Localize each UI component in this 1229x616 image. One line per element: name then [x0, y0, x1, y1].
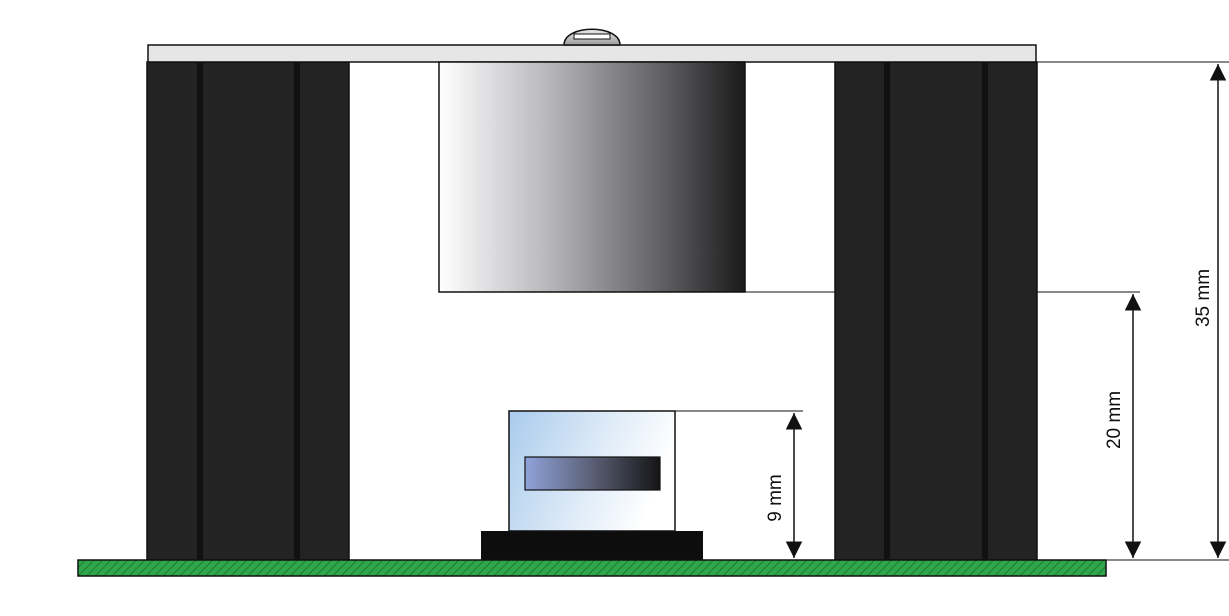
top-plate [147, 44, 1037, 63]
dimension-label-35mm: 35 mm [1193, 269, 1214, 327]
screw-head-icon [563, 28, 621, 46]
dimension-arrows [785, 64, 1227, 558]
left-pillar [146, 61, 350, 561]
dimension-label-20mm: 20 mm [1104, 391, 1125, 449]
sensor-base-block [481, 531, 703, 560]
sensor-window [524, 456, 661, 491]
pcb-board [77, 559, 1107, 577]
right-pillar [834, 61, 1038, 561]
extension-lines [675, 61, 1229, 561]
cylinder-magnet [438, 61, 746, 293]
dimension-label-9mm: 9 mm [765, 474, 786, 522]
